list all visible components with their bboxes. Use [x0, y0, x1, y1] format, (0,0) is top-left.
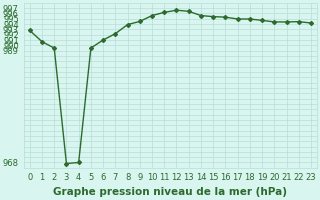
X-axis label: Graphe pression niveau de la mer (hPa): Graphe pression niveau de la mer (hPa): [53, 187, 287, 197]
